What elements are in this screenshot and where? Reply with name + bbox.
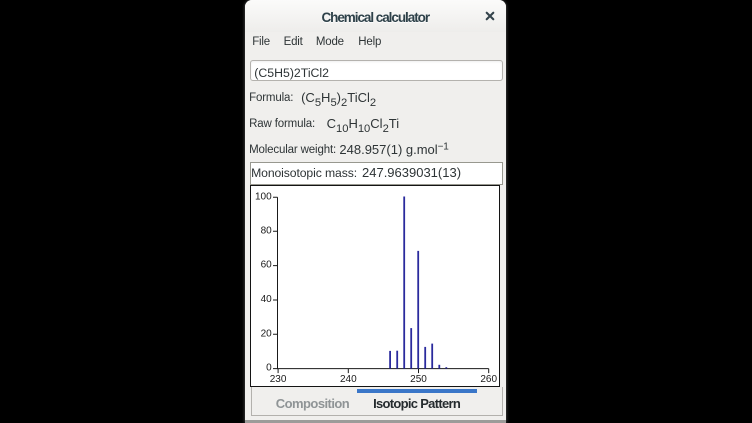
svg-text:80: 80	[261, 225, 273, 236]
svg-text:260: 260	[480, 374, 497, 385]
svg-text:250: 250	[410, 374, 427, 385]
svg-text:40: 40	[261, 294, 273, 305]
svg-text:0: 0	[266, 362, 272, 373]
svg-text:230: 230	[270, 374, 287, 385]
svg-text:60: 60	[261, 259, 273, 270]
svg-text:20: 20	[261, 328, 273, 339]
svg-text:100: 100	[255, 191, 272, 202]
svg-text:240: 240	[340, 374, 357, 385]
